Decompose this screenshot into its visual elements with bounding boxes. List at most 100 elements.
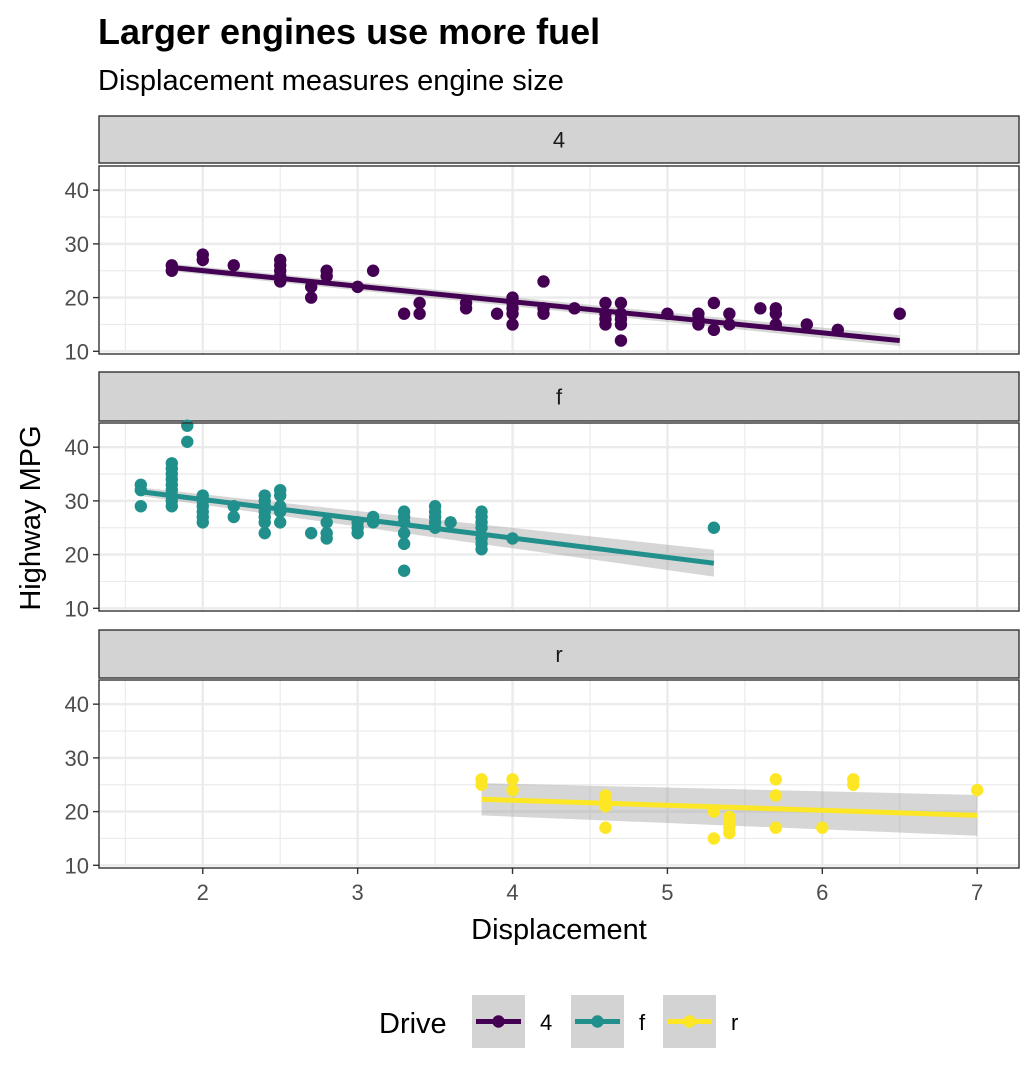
data-point bbox=[754, 302, 767, 315]
facet-strip-label: f bbox=[556, 385, 563, 410]
x-tick-label: 5 bbox=[661, 880, 673, 905]
trend-line-4 bbox=[171, 265, 900, 344]
data-point bbox=[165, 500, 178, 513]
y-tick-label: 10 bbox=[65, 596, 89, 621]
facet-panel-r: r 10 20 30 40 bbox=[65, 629, 1020, 878]
y-tick-label: 40 bbox=[65, 692, 89, 717]
data-point bbox=[506, 318, 519, 331]
data-point bbox=[320, 516, 333, 529]
facet-panels: 4 10 20 30 40 f 10 20 30 40 r 10 20 30 40 bbox=[65, 115, 1020, 878]
data-point bbox=[769, 307, 783, 320]
data-point bbox=[614, 296, 628, 310]
y-tick-label: 30 bbox=[65, 489, 89, 514]
legend-title: Drive bbox=[379, 1008, 447, 1040]
data-point bbox=[227, 510, 240, 524]
chart-title: Larger engines use more fuel bbox=[98, 11, 600, 52]
data-point bbox=[816, 821, 829, 834]
y-tick-label: 40 bbox=[65, 435, 89, 460]
data-point bbox=[459, 302, 473, 315]
x-tick-label: 2 bbox=[197, 880, 209, 905]
data-point bbox=[490, 307, 504, 320]
points-4 bbox=[165, 248, 906, 347]
data-point bbox=[304, 526, 318, 540]
data-point bbox=[506, 783, 519, 797]
data-point bbox=[599, 296, 612, 310]
data-point bbox=[614, 334, 628, 347]
facet-panel-4: 4 10 20 30 40 bbox=[65, 115, 1020, 364]
points-r bbox=[475, 773, 984, 845]
data-point bbox=[196, 253, 209, 267]
trend-line-f bbox=[140, 489, 715, 566]
data-point bbox=[707, 296, 721, 310]
data-point bbox=[320, 269, 333, 283]
x-tick-label: 6 bbox=[816, 880, 828, 905]
data-point bbox=[537, 275, 550, 288]
data-point bbox=[413, 307, 426, 320]
data-point bbox=[970, 783, 984, 797]
legend-item-4: 4 bbox=[472, 995, 552, 1048]
chart-subtitle: Displacement measures engine size bbox=[98, 65, 564, 97]
data-point bbox=[707, 832, 721, 845]
trend-line-r bbox=[481, 796, 978, 818]
data-point bbox=[707, 323, 721, 337]
legend-key-point bbox=[492, 1015, 505, 1028]
x-axis-title: Displacement bbox=[471, 914, 647, 946]
data-point bbox=[397, 307, 411, 320]
data-point bbox=[258, 526, 271, 540]
y-tick-label: 40 bbox=[65, 178, 89, 203]
data-point bbox=[258, 516, 271, 529]
facet-strip-label: 4 bbox=[553, 128, 565, 153]
data-point bbox=[366, 264, 380, 277]
panel-background bbox=[99, 423, 1019, 611]
data-point bbox=[413, 296, 426, 310]
facet-strip-label: r bbox=[555, 642, 562, 667]
data-point bbox=[506, 307, 519, 320]
y-tick-label: 20 bbox=[65, 286, 89, 311]
data-point bbox=[769, 773, 783, 786]
legend-label: r bbox=[731, 1010, 738, 1035]
data-point bbox=[537, 307, 550, 320]
data-point bbox=[304, 291, 318, 304]
y-tick-label: 20 bbox=[65, 800, 89, 825]
facet-strip bbox=[98, 115, 1020, 164]
x-tick-label: 4 bbox=[506, 880, 518, 905]
data-point bbox=[599, 318, 612, 331]
data-point bbox=[475, 521, 488, 534]
data-point bbox=[707, 521, 721, 534]
data-point bbox=[800, 318, 814, 331]
y-tick-label: 10 bbox=[65, 853, 89, 878]
y-tick-label: 20 bbox=[65, 543, 89, 568]
x-tick-label: 3 bbox=[352, 880, 364, 905]
legend-label: f bbox=[639, 1010, 646, 1035]
data-point bbox=[351, 526, 364, 540]
facet-panel-f: f 10 20 30 40 bbox=[65, 371, 1020, 621]
x-tick-label: 7 bbox=[971, 880, 983, 905]
data-point bbox=[475, 778, 488, 791]
y-tick-label: 30 bbox=[65, 746, 89, 771]
data-point bbox=[397, 537, 411, 551]
data-point bbox=[723, 826, 736, 840]
x-axis: 2 3 4 5 6 7 bbox=[197, 868, 983, 905]
y-tick-label: 10 bbox=[65, 339, 89, 364]
data-point bbox=[475, 543, 488, 556]
panel-border bbox=[98, 679, 1020, 869]
data-point bbox=[397, 564, 411, 577]
gridlines bbox=[99, 423, 1019, 611]
data-point bbox=[847, 778, 860, 791]
legend-key-point bbox=[683, 1015, 696, 1028]
y-tick-label: 30 bbox=[65, 232, 89, 257]
data-point bbox=[274, 489, 287, 502]
data-point bbox=[723, 307, 736, 320]
data-point bbox=[506, 773, 519, 786]
data-point bbox=[134, 500, 148, 513]
legend: Drive 4 f r bbox=[379, 995, 738, 1048]
data-point bbox=[274, 516, 287, 529]
data-point bbox=[599, 821, 612, 834]
legend-item-f: f bbox=[571, 995, 646, 1048]
data-point bbox=[196, 516, 209, 529]
legend-item-r: r bbox=[663, 995, 738, 1048]
data-point bbox=[769, 789, 783, 802]
data-point bbox=[227, 259, 240, 272]
data-point bbox=[181, 419, 194, 432]
